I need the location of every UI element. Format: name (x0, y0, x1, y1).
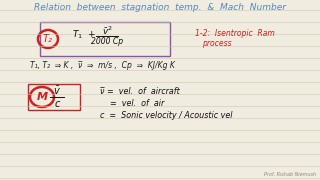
Text: c: c (54, 99, 60, 109)
Text: c  =  Sonic velocity / Acoustic vel: c = Sonic velocity / Acoustic vel (100, 111, 233, 120)
Text: T₂: T₂ (43, 35, 53, 44)
Text: $\bar{v}$: $\bar{v}$ (53, 85, 61, 97)
Text: $\bar{v}^2$: $\bar{v}^2$ (101, 25, 112, 37)
Text: ν̅ =  vel.  of  aircraft: ν̅ = vel. of aircraft (100, 87, 180, 96)
Text: Prof. Rishab Niemush: Prof. Rishab Niemush (264, 172, 316, 177)
Text: 2000 Cp: 2000 Cp (91, 37, 123, 46)
Text: =  vel.  of  air: = vel. of air (100, 98, 164, 107)
Text: Relation  between  stagnation  temp.  &  Mach  Number: Relation between stagnation temp. & Mach… (34, 3, 286, 12)
Text: 1-2:  Isentropic  Ram: 1-2: Isentropic Ram (195, 28, 275, 37)
Text: $T_1$  +: $T_1$ + (72, 29, 96, 41)
Text: process: process (202, 39, 232, 48)
Text: M: M (36, 92, 48, 102)
Text: T₁, T₂  ⇒ K ,  ν̅  ⇒  m/s ,  Cp  ⇒  KJ/Kg K: T₁, T₂ ⇒ K , ν̅ ⇒ m/s , Cp ⇒ KJ/Kg K (30, 60, 175, 69)
